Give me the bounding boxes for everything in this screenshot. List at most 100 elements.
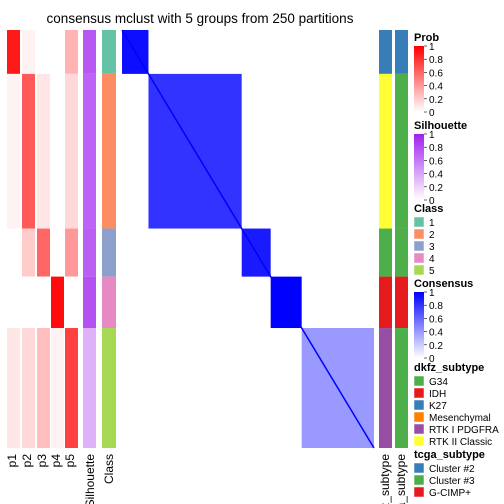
legend-tick: 0.4	[429, 82, 443, 93]
legend-swatch	[413, 387, 425, 399]
legend-swatch	[413, 423, 425, 435]
column-label: tcga_subtype	[394, 454, 408, 504]
legend-tick: 0.8	[429, 55, 443, 66]
legend-swatch	[413, 411, 425, 423]
legend-tick: 0.2	[429, 183, 443, 194]
prob-cell	[65, 228, 78, 277]
chart-title: consensus mclust with 5 groups from 250 …	[47, 11, 354, 26]
legend-tick: 0	[429, 354, 435, 365]
prob-cell	[65, 73, 78, 229]
probability-columns	[7, 30, 78, 448]
legend-tick: 1	[429, 288, 435, 299]
prob-cell	[7, 228, 20, 277]
dkfz-subtype-cell	[379, 276, 392, 329]
prob-cell	[51, 30, 64, 74]
legend-label: Mesenchymal	[429, 413, 491, 424]
prob-cell	[7, 73, 20, 229]
legend-swatch	[413, 252, 425, 264]
dkfz-subtype-cell	[379, 73, 392, 229]
legend-label: RTK II Classic	[429, 437, 492, 448]
legend-label: IDH	[429, 389, 446, 400]
legend-label: G34	[429, 377, 448, 388]
prob-cell	[7, 276, 20, 329]
legend-color-bar	[414, 134, 424, 200]
legend-swatch	[413, 399, 425, 411]
legend-tick: 0.8	[429, 143, 443, 154]
prob-cell	[37, 276, 50, 329]
silhouette-cell	[83, 30, 96, 74]
column-label: Class	[102, 454, 116, 484]
legend-label: 1	[429, 218, 435, 229]
prob-cell	[22, 73, 35, 229]
legend-tick: 1	[429, 130, 435, 141]
class-cell	[102, 228, 116, 277]
consensus-heatmap	[121, 29, 375, 449]
legend-title: Prob	[414, 32, 439, 44]
prob-cell	[7, 328, 20, 448]
silhouette-cell	[83, 228, 96, 277]
legend-title: Silhouette	[414, 120, 467, 132]
legend-title: tcga_subtype	[414, 449, 485, 461]
legend-label: 5	[429, 266, 435, 277]
dkfz-subtype-cell	[379, 30, 392, 74]
legend-swatch	[413, 486, 425, 498]
prob-cell	[51, 228, 64, 277]
legend-label: Cluster #2	[429, 464, 475, 475]
legend-swatch	[413, 264, 425, 276]
prob-cell	[51, 73, 64, 229]
prob-cell	[7, 30, 20, 74]
consensus-diagonal	[121, 29, 375, 449]
prob-cell	[37, 30, 50, 74]
prob-cell	[37, 228, 50, 277]
tcga-subtype-cell	[395, 276, 408, 329]
legend-tick: 0.4	[429, 328, 443, 339]
silhouette-column	[83, 30, 96, 448]
silhouette-cell	[83, 328, 96, 448]
prob-cell	[65, 328, 78, 448]
tcga-subtype-cell	[395, 328, 408, 448]
legend-label: 2	[429, 230, 435, 241]
right-annotations	[379, 30, 408, 448]
prob-cell	[37, 328, 50, 448]
legends: Prob10.80.60.40.20Silhouette10.80.60.40.…	[413, 32, 499, 499]
prob-cell	[65, 30, 78, 74]
legend-label: 4	[429, 254, 435, 265]
class-cell	[102, 276, 116, 329]
silhouette-cell	[83, 73, 96, 229]
prob-cell	[22, 328, 35, 448]
legend-swatch	[413, 462, 425, 474]
legend-color-bar	[414, 292, 424, 358]
legend-tick: 0	[429, 108, 435, 119]
legend-title: dkfz_subtype	[414, 362, 484, 374]
legend-tick: 0.2	[429, 95, 443, 106]
legend-title: Consensus	[414, 278, 473, 290]
prob-cell	[22, 30, 35, 74]
column-label: p5	[63, 454, 77, 468]
legend-label: 3	[429, 242, 435, 253]
silhouette-cell	[83, 276, 96, 329]
prob-cell	[22, 276, 35, 329]
class-cell	[102, 328, 116, 448]
column-label: p3	[35, 454, 49, 468]
legend-tick: 0.6	[429, 68, 443, 79]
tcga-subtype-cell	[395, 73, 408, 229]
column-label: p4	[49, 454, 63, 468]
legend-swatch	[413, 216, 425, 228]
dkfz-subtype-cell	[379, 228, 392, 277]
column-label: dkfz_subtype	[378, 454, 392, 504]
prob-cell	[51, 328, 64, 448]
legend-tick: 0.2	[429, 341, 443, 352]
class-cell	[102, 30, 116, 74]
prob-cell	[65, 276, 78, 329]
column-label: Silhouette	[83, 454, 97, 504]
legend-swatch	[413, 228, 425, 240]
prob-cell	[22, 228, 35, 277]
tcga-subtype-cell	[395, 30, 408, 74]
legend-swatch	[413, 474, 425, 486]
